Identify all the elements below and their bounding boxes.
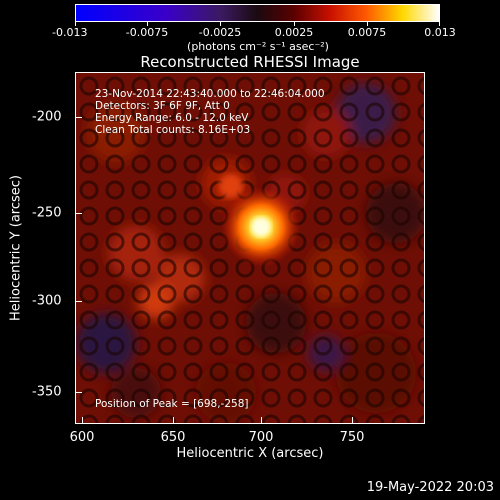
y-axis-label: Heliocentric Y (arcsec) — [8, 175, 24, 321]
x-tick-mark — [82, 417, 83, 424]
energy-range-info: Energy Range: 6.0 - 12.0 keV — [95, 112, 249, 124]
colorbar-tick-label: -0.0025 — [198, 26, 242, 39]
colorbar-tick-mark — [147, 22, 148, 26]
colorbar-tick-label: -0.013 — [52, 26, 88, 39]
clean-counts-info: Clean Total counts: 8.16E+03 — [95, 124, 251, 136]
colorbar-tick-mark — [294, 22, 295, 26]
peak-position: Position of Peak = [698,-258] — [95, 398, 249, 410]
colorbar-tick-mark — [220, 22, 221, 26]
colorbar-tick-label: 0.013 — [424, 26, 456, 39]
detectors-info: Detectors: 3F 6F 9F, Att 0 — [95, 100, 230, 112]
y-tick-label: -250 — [32, 205, 62, 221]
observation-time: 23-Nov-2014 22:43:40.000 to 22:46:04.000 — [95, 88, 325, 100]
x-tick-label: 600 — [69, 430, 95, 445]
y-tick-label: -300 — [32, 293, 62, 309]
colorbar-tick-label: 0.0025 — [274, 26, 314, 39]
y-tick-mark — [75, 301, 82, 302]
colorbar-tick-label: 0.0075 — [347, 26, 387, 39]
image-title: Reconstructed RHESSI Image — [140, 53, 360, 71]
colorbar-tick-mark — [75, 22, 76, 26]
x-tick-mark — [352, 417, 353, 424]
x-tick-label: 650 — [160, 430, 186, 445]
colorbar-tick-mark — [367, 22, 368, 26]
colorbar — [75, 4, 440, 22]
y-tick-label: -350 — [32, 384, 62, 400]
colorbar-tick-label: -0.0075 — [125, 26, 169, 39]
y-tick-label: -200 — [32, 109, 62, 125]
x-tick-mark — [261, 417, 262, 424]
y-tick-mark — [75, 392, 82, 393]
solar-map — [76, 73, 424, 423]
x-tick-mark — [173, 417, 174, 424]
y-tick-mark — [75, 213, 82, 214]
colorbar-units: (photons cm⁻² s⁻¹ asec⁻²) — [187, 40, 329, 53]
x-tick-label: 700 — [248, 430, 274, 445]
colorbar-tick-mark — [439, 22, 440, 26]
y-tick-mark — [75, 117, 82, 118]
x-axis-label: Heliocentric X (arcsec) — [176, 446, 324, 461]
rhessi-image — [75, 72, 425, 424]
x-tick-label: 750 — [339, 430, 365, 445]
render-timestamp: 19-May-2022 20:03 — [366, 480, 494, 495]
